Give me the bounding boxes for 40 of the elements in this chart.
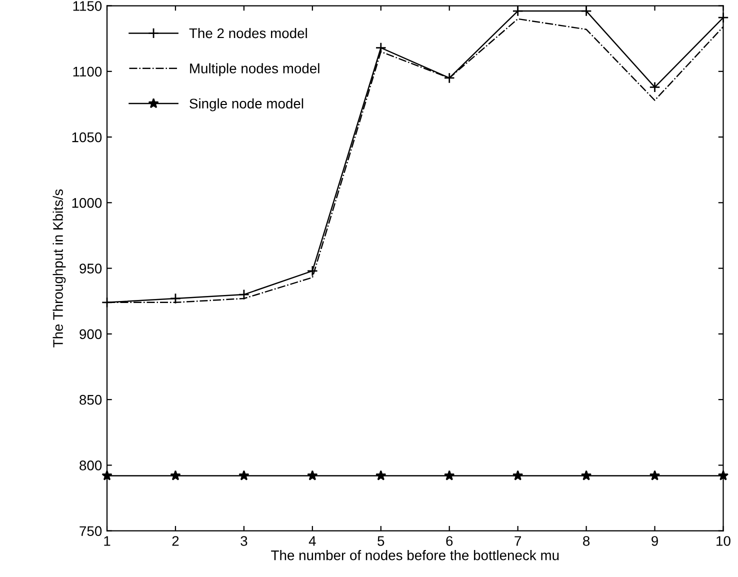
x-tick-label: 10: [716, 536, 730, 546]
y-tick-label: 1100: [73, 66, 102, 77]
point: [649, 470, 660, 480]
point: [512, 470, 524, 480]
x-tick-label: 9: [652, 536, 658, 546]
point: [238, 289, 250, 300]
x-axis-title: The number of nodes before the bottleneck mu: [271, 550, 559, 560]
y-tick-label: 850: [80, 394, 102, 405]
point: [375, 42, 386, 54]
point: [376, 470, 386, 480]
legend-label: Multiple nodes model: [190, 63, 320, 76]
y-tick-label: 750: [80, 526, 102, 536]
point: [649, 82, 660, 93]
x-tick-label: 7: [514, 536, 521, 546]
x-tick-label: 6: [446, 536, 453, 546]
point: [444, 470, 455, 480]
legend-label: The 2 nodes model: [189, 28, 307, 38]
point: [306, 265, 318, 276]
point: [307, 470, 318, 480]
x-tick-label: 3: [240, 536, 248, 546]
legend-label: Single node model: [190, 98, 304, 112]
x-tick-label: 2: [172, 536, 179, 546]
y-tick-label: 950: [80, 264, 102, 274]
x-tick-label: 4: [308, 536, 316, 546]
y-tick-label: 900: [80, 329, 102, 340]
y-tick-label: 1150: [73, 1, 102, 11]
point: [580, 5, 592, 17]
y-tick-label: 1050: [72, 132, 102, 142]
x-tick-label: 8: [583, 536, 590, 546]
y-tick-label: 800: [80, 460, 102, 470]
point: [238, 470, 250, 480]
x-tick-label: 5: [378, 536, 384, 546]
point: [170, 470, 181, 480]
point: [170, 292, 182, 304]
y-axis-title: The Throughput in Kbits/s: [52, 189, 66, 348]
point: [512, 5, 524, 17]
point: [444, 72, 455, 84]
x-tick-label: 1: [104, 536, 110, 546]
point: [580, 470, 592, 480]
y-tick-label: 1000: [72, 198, 102, 208]
